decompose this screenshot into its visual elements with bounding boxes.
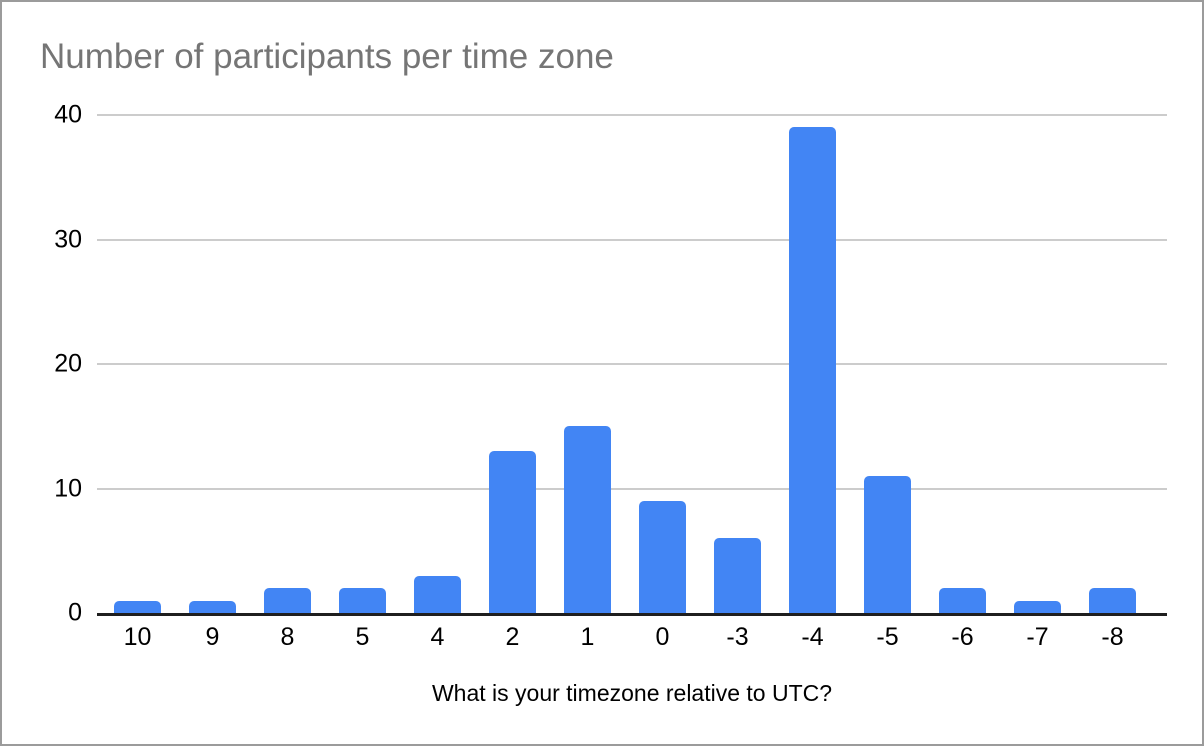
y-axis: 0 10 20 30 40 [2, 102, 82, 625]
x-axis-tick-label-1: 1 [580, 623, 595, 651]
chart-title: Number of participants per time zone [40, 37, 614, 76]
x-axis-tick-label--5: -5 [876, 623, 899, 651]
bar-cell--3 [700, 115, 775, 613]
bar-cell-10 [100, 115, 175, 613]
bar-utc-0[interactable] [639, 500, 686, 613]
bars [100, 115, 1150, 613]
y-axis-tick-label-10: 10 [54, 474, 82, 502]
bar-utc--3[interactable] [714, 538, 761, 613]
x-axis-tick-label-8: 8 [280, 623, 295, 651]
x-axis-tick-label-0: 0 [655, 623, 670, 651]
y-axis-tick-label-20: 20 [54, 349, 82, 378]
bar-cell-1 [550, 115, 625, 613]
plot-area [97, 114, 1167, 616]
x-axis-tick-labels: 10 9 8 5 4 2 1 0 -3 -4 -5 -6 -7 -8 [100, 622, 1150, 652]
bar-utc--5[interactable] [864, 476, 911, 613]
bar-utc-9[interactable] [189, 600, 236, 613]
x-axis-title: What is your timezone relative to UTC? [431, 680, 833, 706]
bar-cell-0 [625, 115, 700, 613]
bar-cell-9 [175, 115, 250, 613]
x-axis-tick-label-5: 5 [355, 623, 370, 651]
y-axis-tick-label-40: 40 [54, 100, 82, 129]
bar-utc-5[interactable] [339, 588, 386, 613]
y-axis-tick-label-0: 0 [68, 598, 82, 627]
bar-utc--4[interactable] [789, 127, 836, 613]
bar-utc--6[interactable] [939, 588, 986, 613]
x-axis-tick-label--8: -8 [1101, 623, 1124, 651]
bar-cell--5 [850, 115, 925, 613]
bar-utc-1[interactable] [564, 426, 611, 613]
x-axis-tick-label--7: -7 [1026, 623, 1049, 651]
bar-utc-4[interactable] [414, 575, 461, 613]
x-axis-tick-label-10: 10 [123, 623, 152, 651]
x-axis-tick-label-2: 2 [505, 623, 520, 651]
gridline-10 [97, 487, 1167, 490]
bar-cell--8 [1075, 115, 1150, 613]
gridline-40 [97, 114, 1167, 116]
bar-utc--8[interactable] [1089, 588, 1136, 613]
x-axis-line [97, 613, 1167, 616]
gridline-20 [97, 363, 1167, 365]
x-axis-tick-label--4: -4 [801, 623, 824, 651]
x-axis-tick-label-9: 9 [205, 623, 220, 651]
bar-utc--7[interactable] [1014, 600, 1061, 613]
bar-cell-4 [400, 115, 475, 613]
bar-cell--6 [925, 115, 1000, 613]
bar-cell--4 [775, 115, 850, 613]
bar-utc-10[interactable] [114, 600, 161, 613]
x-axis-tick-label--6: -6 [951, 623, 974, 651]
bar-cell-2 [475, 115, 550, 613]
bar-cell-5 [325, 115, 400, 613]
bar-cell--7 [1000, 115, 1075, 613]
x-axis-tick-label-4: 4 [430, 623, 445, 651]
gridline-30 [97, 238, 1167, 241]
bar-utc-8[interactable] [264, 588, 311, 613]
x-axis-tick-label--3: -3 [726, 623, 749, 651]
y-axis-tick-label-30: 30 [54, 225, 82, 253]
bar-utc-2[interactable] [489, 451, 536, 613]
bar-cell-8 [250, 115, 325, 613]
